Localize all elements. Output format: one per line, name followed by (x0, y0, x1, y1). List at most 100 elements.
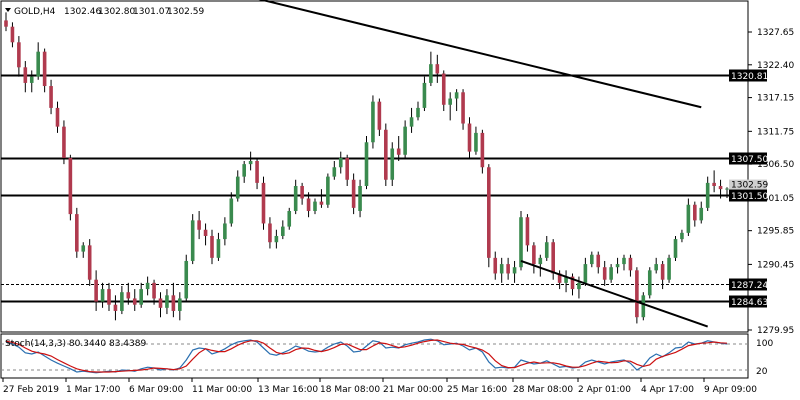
candle-body (338, 157, 343, 168)
time-tick-label: 4 Apr 17:00 (641, 385, 694, 395)
candle-body (319, 201, 324, 205)
stoch-pane-frame (0, 333, 749, 379)
candle-body (17, 42, 21, 68)
time-tick-label: 27 Feb 2019 (3, 385, 59, 395)
high-value: 1302.80 (98, 7, 135, 17)
candle-body (551, 242, 555, 274)
candle-body (725, 188, 729, 190)
price-tick-label: 1327.65 (757, 28, 794, 38)
candle-body (493, 257, 498, 274)
current-price-bg (729, 179, 767, 190)
time-tick-label: 9 Apr 09:00 (704, 385, 757, 395)
candle-body (171, 295, 176, 311)
candle-body (190, 220, 195, 261)
candle-body (635, 270, 639, 318)
price-tick-label: 1279.95 (757, 326, 794, 336)
time-tick-label: 21 Mar 00:00 (383, 385, 443, 395)
candle-body (158, 298, 163, 308)
candle-body (300, 185, 304, 199)
candle-body (197, 220, 201, 230)
time-axis-ticks: 27 Feb 2019 1 Mar 17:00 6 Mar 09:00 11 Mar … (2, 378, 757, 395)
candle-body (441, 73, 446, 105)
price-tick-label: 1322.40 (757, 61, 794, 71)
candle-body (577, 282, 581, 290)
candle-body (94, 279, 98, 302)
candle-body (699, 207, 704, 221)
symbol-label: GOLD,H4 (14, 7, 56, 17)
candle-body (403, 126, 407, 155)
price-tick-label: 1301.05 (757, 194, 794, 204)
level-label-bg-3 (729, 278, 767, 291)
candle-body (216, 239, 221, 258)
candle-body (602, 267, 607, 280)
candle-body (384, 129, 388, 180)
level-label-2: 1301.50 (731, 192, 768, 202)
candle-body (332, 167, 337, 177)
candle-body (281, 226, 285, 236)
candle-body (274, 235, 279, 243)
candle-body (242, 164, 246, 177)
candle-body (718, 185, 723, 190)
candle-body (165, 295, 169, 308)
time-tick-label: 25 Mar 16:00 (447, 385, 507, 395)
candle-body (10, 26, 15, 43)
candle-body (293, 185, 298, 211)
level-label-1: 1307.50 (731, 155, 768, 165)
candle-body (680, 232, 684, 240)
trendline-0 (258, 0, 702, 109)
level-label-0: 1320.81 (731, 72, 768, 82)
candle-body (448, 98, 452, 105)
candle-body (564, 276, 568, 283)
candle-body (467, 123, 472, 152)
candle-body (409, 117, 414, 127)
chart-header[interactable]: GOLD,H4 1302.46 1302.80 1301.07 1302.59 (5, 7, 204, 17)
candle-body (120, 292, 124, 311)
price-tick-label: 1295.85 (757, 227, 794, 237)
candle-body (590, 254, 594, 265)
price-tick-label: 1311.75 (757, 127, 794, 137)
candle-body (139, 289, 143, 305)
candle-body (203, 229, 208, 236)
candle-body (461, 92, 465, 124)
candle-body (416, 107, 420, 118)
time-tick-label: 1 Mar 17:00 (66, 385, 121, 395)
candle-body (435, 64, 440, 74)
time-tick-label: 28 Mar 08:00 (513, 385, 573, 395)
candle-body (377, 101, 382, 130)
candle-body (654, 264, 658, 271)
candle-body (229, 198, 234, 224)
candle-body (474, 132, 478, 152)
candle-body (615, 264, 620, 268)
stochastic-lines (5, 338, 728, 374)
candle-body (126, 292, 131, 299)
candle-body (178, 298, 182, 311)
level-label-4: 1284.63 (731, 298, 768, 308)
candle-body (100, 289, 105, 302)
price-tick-label: 1317.15 (757, 94, 794, 104)
candle-body (422, 82, 427, 108)
candle-body (660, 264, 665, 280)
candle-body (113, 304, 118, 311)
time-tick-label: 13 Mar 16:00 (258, 385, 318, 395)
price-tick-label: 1306.50 (757, 160, 794, 170)
low-value: 1301.07 (133, 7, 170, 17)
price-tick-label: 1290.45 (757, 260, 794, 270)
candle-body (512, 267, 517, 274)
dropdown-triangle-icon[interactable] (5, 8, 11, 12)
level-label-bg-4 (729, 295, 767, 308)
candle-body (261, 182, 266, 224)
level-label-bg-1 (729, 152, 767, 165)
level-label-bg-2 (729, 189, 767, 202)
candle-body (429, 64, 433, 83)
candle-body (345, 157, 349, 180)
horizontal-levels (1, 74, 748, 303)
candle-body (390, 148, 395, 180)
stoch-main-line (5, 338, 728, 374)
candle-body (210, 235, 214, 258)
level-label-bg-0 (729, 69, 767, 82)
candle-body (525, 217, 530, 246)
time-tick-label: 2 Apr 01:00 (578, 385, 631, 395)
candle-body (313, 201, 317, 211)
candle-body (693, 204, 697, 221)
